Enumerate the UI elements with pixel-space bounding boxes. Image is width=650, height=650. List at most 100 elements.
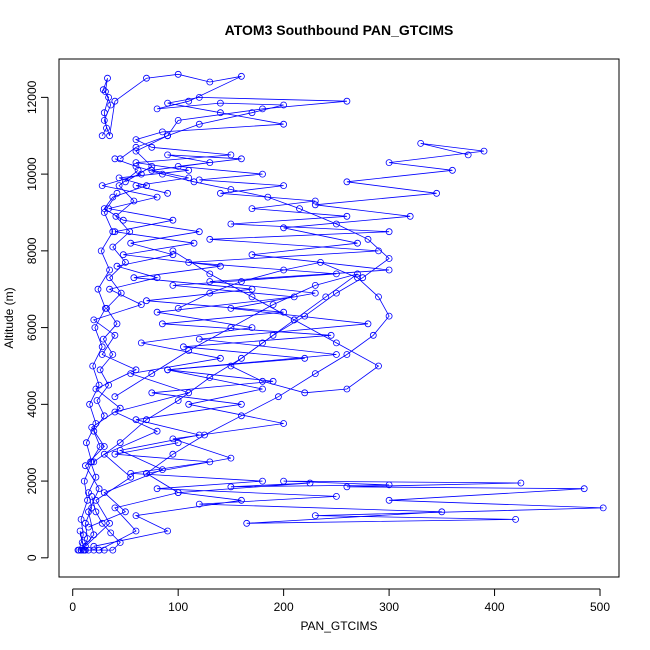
data-point	[259, 377, 266, 385]
series-4-line	[88, 173, 332, 528]
data-point	[332, 492, 340, 500]
data-point	[216, 109, 224, 117]
chart-title: ATOM3 Southbound PAN_GTCIMS	[225, 22, 454, 38]
data-point	[89, 362, 97, 370]
data-point	[185, 389, 193, 397]
data-point	[164, 132, 172, 140]
data-point	[354, 270, 361, 278]
data-point	[259, 170, 266, 178]
data-point	[106, 274, 113, 282]
data-point	[143, 74, 150, 82]
data-point	[174, 117, 182, 124]
data-point	[174, 304, 182, 312]
data-point	[237, 155, 245, 163]
data-point	[90, 316, 98, 324]
data-point	[280, 266, 288, 274]
data-point	[95, 546, 103, 554]
series-4	[85, 170, 335, 531]
data-point	[99, 86, 107, 94]
y-tick-label: 10000	[25, 157, 39, 191]
x-tick-label: 100	[168, 600, 188, 614]
data-point	[77, 546, 85, 554]
data-point	[580, 485, 588, 493]
data-point	[132, 527, 140, 535]
data-point	[105, 94, 112, 101]
series-5-line	[101, 73, 284, 160]
data-point	[137, 301, 145, 309]
data-point	[259, 477, 266, 485]
data-point	[122, 258, 129, 266]
data-point	[83, 439, 90, 447]
data-point	[306, 479, 314, 487]
data-point	[216, 354, 224, 362]
data-point	[375, 362, 382, 370]
data-point	[237, 496, 245, 504]
data-point	[195, 500, 203, 508]
data-point	[169, 281, 177, 289]
data-point	[301, 354, 309, 362]
data-point	[88, 492, 96, 500]
axes-layer: 0 100 200 300 400 500 0 2000 4000 6000 8000 10000 12…	[25, 80, 610, 614]
data-point	[122, 508, 129, 516]
data-point	[116, 404, 124, 412]
data-point	[99, 335, 107, 343]
data-point	[332, 289, 340, 297]
data-point	[132, 182, 140, 190]
data-point	[92, 420, 100, 427]
data-point	[406, 212, 414, 220]
data-point	[448, 166, 456, 174]
data-point	[96, 443, 104, 450]
data-point	[127, 370, 135, 378]
data-point	[113, 262, 121, 270]
data-point	[93, 397, 101, 404]
data-point	[116, 446, 124, 454]
data-point	[311, 289, 319, 297]
data-point	[512, 516, 519, 523]
data-point	[91, 324, 99, 332]
series-1-line	[85, 154, 390, 547]
data-point	[84, 535, 91, 542]
data-point	[433, 189, 441, 197]
data-point	[104, 74, 111, 82]
data-point	[95, 381, 103, 389]
data-point	[132, 416, 140, 424]
series-5	[98, 70, 288, 163]
data-point	[185, 347, 193, 355]
data-point	[109, 243, 117, 251]
data-point	[375, 247, 382, 255]
data-point	[105, 381, 112, 389]
data-point	[385, 496, 393, 504]
x-tick-label: 500	[590, 600, 610, 614]
data-point	[169, 247, 177, 255]
data-point	[102, 304, 109, 312]
data-point	[227, 483, 235, 491]
data-point	[100, 546, 108, 554]
data-point	[417, 139, 425, 147]
data-point	[317, 258, 324, 266]
data-point	[112, 212, 120, 220]
data-point	[311, 512, 319, 519]
data-point	[227, 186, 235, 193]
data-point	[301, 389, 309, 397]
data-point	[311, 281, 319, 289]
data-point	[206, 159, 214, 167]
data-point	[88, 458, 96, 466]
data-point	[111, 331, 119, 339]
data-point	[385, 312, 393, 320]
data-point	[385, 159, 393, 167]
data-point	[100, 412, 108, 420]
data-point	[100, 450, 108, 458]
data-point	[98, 343, 106, 351]
data-point	[109, 351, 117, 358]
data-point	[311, 197, 319, 205]
y-tick-label: 6000	[25, 314, 39, 341]
data-point	[269, 301, 277, 309]
data-point	[290, 293, 298, 301]
data-point	[248, 205, 256, 213]
data-point	[86, 400, 93, 408]
series-10	[74, 492, 124, 554]
plot-frame	[58, 58, 620, 578]
data-point	[464, 151, 472, 159]
data-point	[116, 155, 124, 163]
